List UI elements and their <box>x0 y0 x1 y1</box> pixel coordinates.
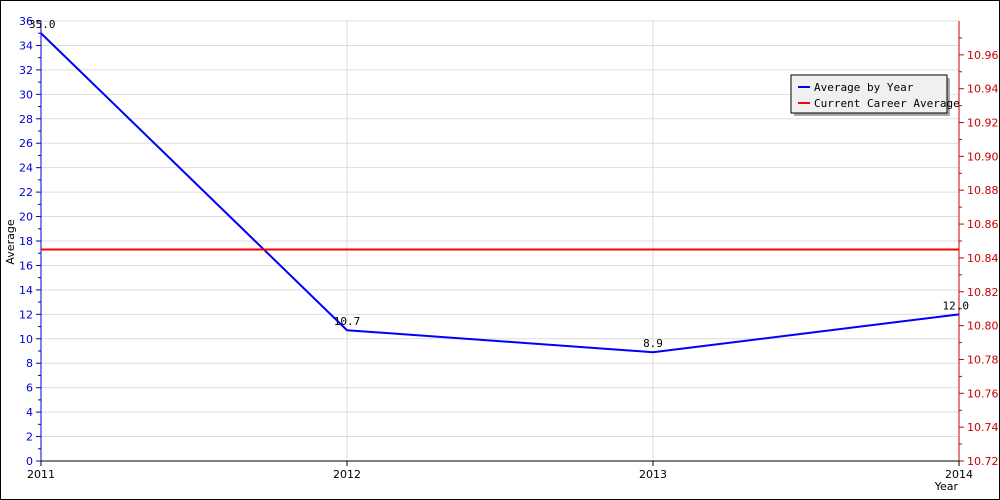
left-tick-label: 22 <box>19 186 33 199</box>
data-label: 35.0 <box>29 18 56 31</box>
x-axis-title: Year <box>934 480 959 493</box>
right-tick-label: 10.84 <box>967 252 999 265</box>
series-line-average-by-year <box>40 32 960 354</box>
data-labels: 35.0 10.7 8.9 12.0 <box>29 18 969 350</box>
legend-box <box>790 74 948 114</box>
left-tick-label: 6 <box>26 382 33 395</box>
left-tick-label: 34 <box>19 39 33 52</box>
x-tick-label: 2013 <box>639 468 667 481</box>
right-tick-label: 10.74 <box>967 421 999 434</box>
left-tick-label: 30 <box>19 88 33 101</box>
left-tick-label: 16 <box>19 259 33 272</box>
left-tick-label: 36 <box>19 15 33 28</box>
left-tick-label: 10 <box>19 333 33 346</box>
x-tick-label: 2012 <box>333 468 361 481</box>
right-axis-ticks: 10.72 10.74 10.76 10.78 10.80 10.82 10.84 10.86… <box>959 37 999 468</box>
y-axis-title: Average <box>4 219 17 264</box>
data-label: 10.7 <box>334 315 361 328</box>
right-tick-label: 10.76 <box>967 387 999 400</box>
left-tick-label: 8 <box>26 357 33 370</box>
x-tick-label: 2011 <box>27 468 55 481</box>
legend-label-current-career-average: Current Career Average <box>814 97 960 110</box>
left-tick-label: 20 <box>19 211 33 224</box>
left-tick-label: 4 <box>26 406 33 419</box>
right-tick-label: 10.88 <box>967 184 999 197</box>
left-tick-label: 24 <box>19 162 33 175</box>
left-tick-label: 14 <box>19 284 33 297</box>
gridlines <box>41 20 960 461</box>
right-tick-label: 10.94 <box>967 83 999 96</box>
series-group <box>40 32 960 354</box>
left-tick-label: 26 <box>19 137 33 150</box>
right-tick-label: 10.82 <box>967 286 999 299</box>
left-tick-label: 12 <box>19 308 33 321</box>
right-tick-label: 10.90 <box>967 150 999 163</box>
x-tick-label: 2014 <box>945 468 973 481</box>
left-tick-label: 28 <box>19 113 33 126</box>
data-label: 8.9 <box>643 337 663 350</box>
x-axis-ticks: 2011 2012 2013 2014 <box>27 461 973 481</box>
legend: Average by Year Current Career Average <box>790 74 960 116</box>
right-tick-label: 10.92 <box>967 117 999 130</box>
right-tick-label: 10.86 <box>967 218 999 231</box>
left-tick-label: 18 <box>19 235 33 248</box>
right-tick-label: 10.80 <box>967 320 999 333</box>
left-tick-label: 32 <box>19 64 33 77</box>
right-tick-label: 10.78 <box>967 353 999 366</box>
left-tick-label: 0 <box>26 455 33 468</box>
right-tick-label: 10.72 <box>967 455 999 468</box>
legend-label-average-by-year: Average by Year <box>814 81 914 94</box>
right-tick-label: 10.96 <box>967 49 999 62</box>
left-tick-label: 2 <box>26 431 33 444</box>
data-label: 12.0 <box>943 299 970 312</box>
